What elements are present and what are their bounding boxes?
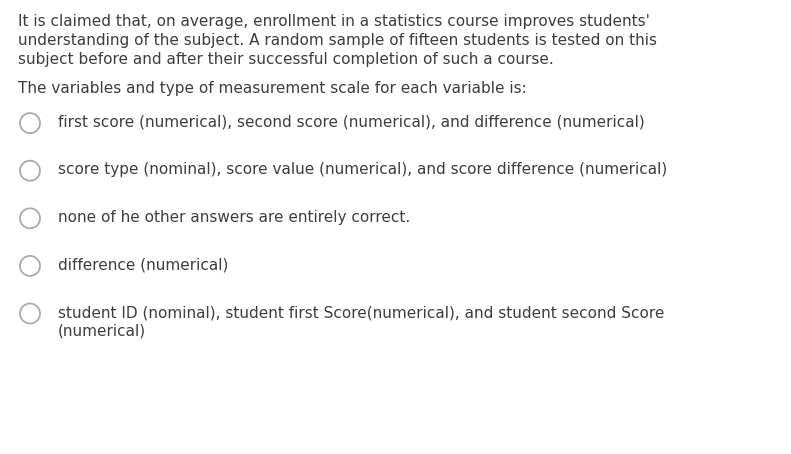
Text: It is claimed that, on average, enrollment in a statistics course improves stude: It is claimed that, on average, enrollme…: [18, 14, 650, 29]
Text: subject before and after their successful completion of such a course.: subject before and after their successfu…: [18, 52, 554, 67]
Text: (numerical): (numerical): [58, 324, 146, 339]
Text: difference (numerical): difference (numerical): [58, 257, 229, 272]
Text: student ID (nominal), student first Score(numerical), and student second Score: student ID (nominal), student first Scor…: [58, 305, 664, 320]
Text: The variables and type of measurement scale for each variable is:: The variables and type of measurement sc…: [18, 81, 527, 96]
Text: understanding of the subject. A random sample of fifteen students is tested on t: understanding of the subject. A random s…: [18, 33, 657, 48]
Text: score type (nominal), score value (numerical), and score difference (numerical): score type (nominal), score value (numer…: [58, 162, 668, 177]
Text: none of he other answers are entirely correct.: none of he other answers are entirely co…: [58, 210, 411, 225]
Text: first score (numerical), second score (numerical), and difference (numerical): first score (numerical), second score (n…: [58, 114, 645, 129]
